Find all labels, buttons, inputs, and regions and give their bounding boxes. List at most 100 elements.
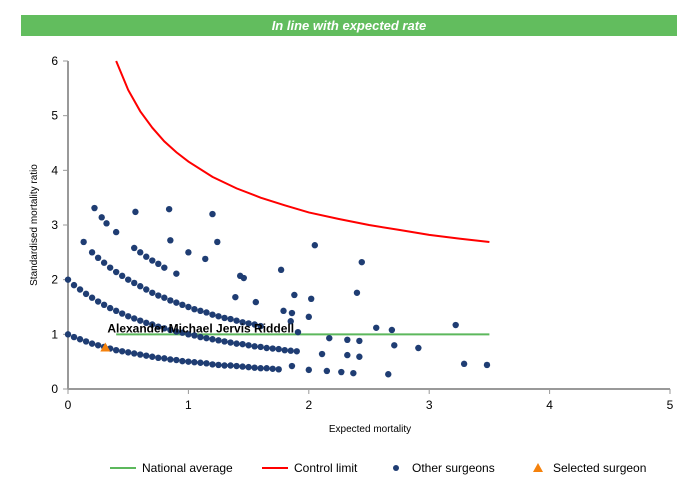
surgeon-point — [149, 321, 156, 328]
surgeon-point — [64, 331, 72, 338]
surgeon-point — [209, 311, 216, 318]
y-tick-label: 3 — [51, 218, 58, 232]
surgeon-point — [263, 365, 270, 372]
x-tick-label: 2 — [305, 398, 312, 412]
surgeon-point — [281, 346, 288, 354]
surgeon-point — [239, 319, 246, 326]
surgeon-point — [185, 303, 192, 311]
surgeon-point — [415, 344, 422, 352]
surgeon-point — [483, 361, 491, 369]
y-tick-label: 6 — [51, 54, 58, 68]
surgeon-point — [106, 304, 114, 312]
surgeon-point — [197, 333, 204, 341]
surgeon-point — [149, 289, 156, 296]
surgeon-point — [112, 228, 120, 236]
surgeon-point — [344, 351, 351, 359]
y-tick-label: 0 — [51, 382, 58, 396]
surgeon-point — [118, 348, 126, 355]
selected-surgeon-label: Alexander Michael Jervis Riddell — [107, 321, 294, 335]
surgeon-point — [76, 336, 84, 343]
y-tick-label: 2 — [51, 273, 58, 287]
surgeon-point — [165, 205, 173, 213]
surgeon-point — [91, 204, 98, 212]
surgeon-point — [167, 297, 174, 304]
surgeon-point — [221, 338, 228, 345]
surgeon-point — [94, 342, 102, 349]
surgeon-point — [137, 317, 144, 324]
surgeon-point — [106, 264, 114, 271]
surgeon-point — [70, 333, 78, 341]
legend-other-surgeons: Other surgeons — [412, 461, 495, 475]
x-tick-label: 1 — [185, 398, 192, 412]
surgeon-point — [373, 324, 380, 331]
surgeon-point — [275, 366, 282, 373]
surgeon-point — [76, 286, 84, 293]
surgeon-point — [161, 294, 168, 301]
surgeon-point — [94, 254, 102, 261]
surgeon-point — [173, 299, 180, 306]
control-limit-line — [115, 60, 490, 243]
surgeon-point — [197, 307, 204, 315]
x-axis-label: Expected mortality — [329, 424, 411, 435]
surgeon-point — [388, 326, 396, 334]
surgeon-point — [131, 315, 138, 322]
surgeon-point — [221, 362, 228, 369]
surgeon-point — [191, 332, 198, 339]
surgeon-point — [251, 364, 258, 371]
surgeon-point — [232, 293, 239, 301]
surgeon-point — [245, 363, 252, 371]
surgeon-point — [215, 313, 222, 320]
surgeon-point — [155, 260, 162, 268]
legend: National average Control limit Other sur… — [110, 461, 646, 475]
surgeon-point — [308, 295, 315, 302]
surgeon-point — [149, 353, 156, 360]
surgeon-point — [240, 274, 247, 282]
surgeon-point — [209, 336, 216, 343]
surgeon-point — [143, 253, 150, 260]
surgeon-point — [191, 305, 198, 313]
surgeon-point — [191, 359, 198, 366]
selected-surgeon-marker — [100, 342, 111, 352]
surgeon-point — [155, 323, 162, 330]
surgeon-point — [125, 313, 132, 320]
surgeon-point — [356, 337, 363, 345]
surgeon-point — [155, 292, 162, 299]
surgeon-point — [338, 368, 345, 376]
surgeon-point — [88, 294, 96, 301]
surgeon-point — [167, 326, 174, 334]
x-tick-label: 3 — [426, 398, 433, 412]
surgeon-point — [94, 298, 102, 305]
y-tick-label: 1 — [51, 327, 58, 341]
surgeon-point — [269, 365, 276, 372]
surgeon-point — [125, 349, 132, 356]
surgeon-point — [305, 313, 312, 321]
surgeon-point — [318, 350, 326, 358]
surgeon-point — [131, 350, 138, 357]
surgeon-point — [203, 334, 210, 342]
surgeon-point — [350, 369, 357, 377]
surgeon-point — [80, 238, 87, 246]
surgeon-point — [227, 362, 234, 369]
surgeon-point — [64, 276, 72, 283]
surgeon-point — [161, 264, 168, 271]
surgeon-point — [103, 220, 110, 227]
surgeon-point — [233, 340, 240, 347]
y-tick-label: 4 — [51, 163, 58, 177]
surgeon-point — [155, 354, 162, 362]
surgeon-point — [460, 360, 468, 368]
surgeon-point — [239, 340, 246, 348]
status-banner: In line with expected rate — [21, 15, 677, 36]
surgeon-point — [245, 320, 252, 327]
y-tick-label: 5 — [51, 109, 58, 123]
legend-national-average: National average — [142, 461, 233, 475]
surgeon-point — [82, 290, 90, 298]
surgeon-point — [88, 249, 96, 256]
surgeon-point — [275, 345, 282, 353]
surgeon-point — [98, 214, 105, 221]
surgeon-point — [137, 351, 144, 358]
surgeon-point — [185, 358, 192, 365]
surgeon-point — [202, 255, 209, 263]
surgeon-point — [100, 259, 108, 266]
surgeon-point — [288, 309, 296, 317]
surgeon-point — [356, 353, 363, 360]
